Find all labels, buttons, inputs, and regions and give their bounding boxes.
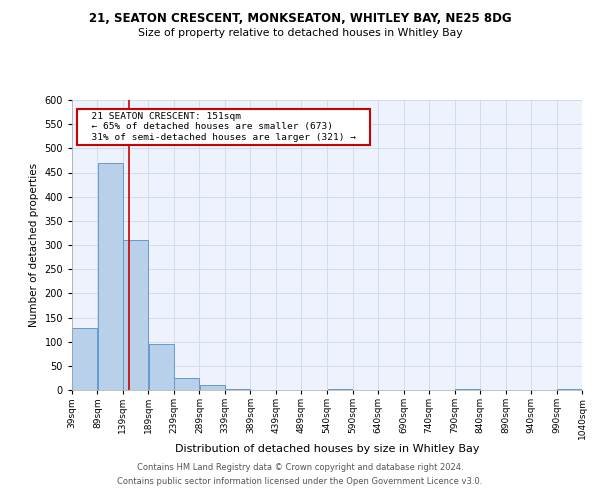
Bar (98, 163, 122, 390)
Bar (174, 378, 199, 390)
Text: Contains public sector information licensed under the Open Government Licence v3: Contains public sector information licen… (118, 477, 482, 486)
Bar (200, 385, 224, 390)
Text: Size of property relative to detached houses in Whitley Bay: Size of property relative to detached ho… (137, 28, 463, 38)
Y-axis label: Number of detached properties: Number of detached properties (29, 163, 39, 327)
Bar (149, 344, 173, 390)
Text: Contains HM Land Registry data © Crown copyright and database right 2024.: Contains HM Land Registry data © Crown c… (137, 464, 463, 472)
Bar (328, 388, 352, 390)
Bar (72, 328, 97, 390)
X-axis label: Distribution of detached houses by size in Whitley Bay: Distribution of detached houses by size … (175, 444, 479, 454)
Text: 21 SEATON CRESCENT: 151sqm  
  ← 65% of detached houses are smaller (673)  
  31: 21 SEATON CRESCENT: 151sqm ← 65% of deta… (80, 112, 367, 142)
Bar (455, 388, 480, 390)
Bar (123, 240, 148, 390)
Bar (225, 388, 250, 390)
Bar (557, 388, 582, 390)
Text: 21, SEATON CRESCENT, MONKSEATON, WHITLEY BAY, NE25 8DG: 21, SEATON CRESCENT, MONKSEATON, WHITLEY… (89, 12, 511, 26)
